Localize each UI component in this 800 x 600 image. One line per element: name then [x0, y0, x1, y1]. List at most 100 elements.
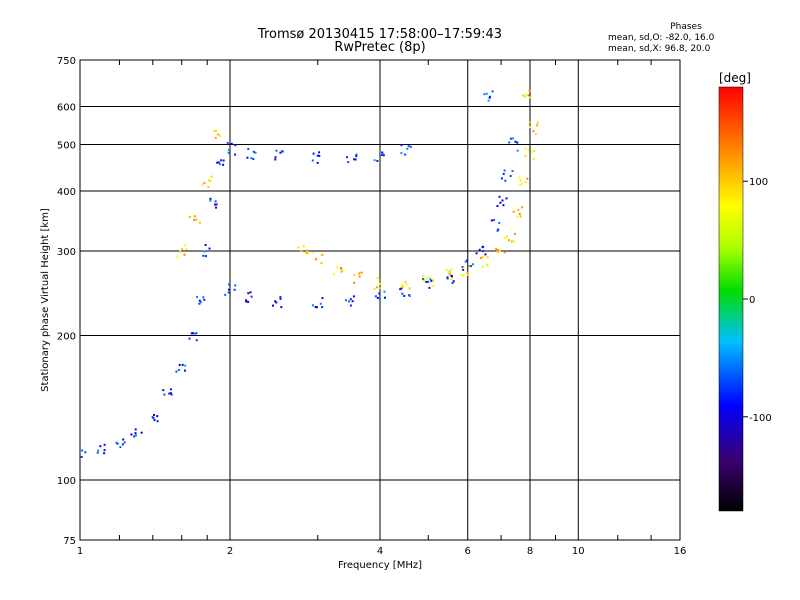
data-point — [425, 280, 428, 283]
data-point — [184, 369, 186, 372]
data-point — [216, 133, 219, 136]
data-point — [496, 205, 499, 207]
data-point — [532, 158, 535, 161]
data-point — [534, 133, 537, 136]
data-point — [450, 278, 453, 281]
x-tick-label: 2 — [227, 546, 233, 557]
data-point — [485, 92, 488, 95]
colorbar-tick-label: -100 — [749, 413, 772, 424]
data-point — [483, 93, 486, 96]
data-point — [312, 152, 315, 155]
data-point — [378, 297, 381, 300]
data-point — [510, 240, 513, 243]
data-point — [103, 449, 106, 452]
data-point — [497, 249, 500, 252]
data-point — [193, 332, 196, 335]
data-point — [451, 275, 453, 278]
data-point — [427, 280, 429, 283]
data-point — [353, 158, 356, 161]
data-point — [536, 121, 539, 124]
data-point — [450, 268, 452, 271]
data-point — [222, 159, 225, 162]
data-point — [422, 275, 425, 278]
data-point — [422, 278, 425, 281]
y-axis-label: Stationary phase Virtual Height [km] — [40, 208, 51, 392]
data-point — [220, 159, 222, 162]
data-point — [500, 177, 503, 180]
data-point — [227, 151, 230, 154]
data-point — [203, 298, 206, 301]
data-point — [532, 130, 535, 133]
plot-frame — [79, 59, 681, 541]
data-point — [226, 142, 229, 145]
data-point — [349, 298, 352, 301]
data-point — [97, 449, 100, 452]
data-point — [177, 369, 180, 371]
data-point — [234, 144, 237, 147]
data-point — [134, 434, 137, 437]
data-point — [358, 275, 361, 278]
data-point — [340, 270, 343, 273]
data-point — [400, 287, 403, 290]
data-point — [346, 156, 348, 159]
data-point — [383, 290, 386, 293]
data-point — [446, 276, 449, 279]
phase-box-line2: mean, sd,X: 96.8, 20.0 — [608, 44, 711, 54]
data-point — [224, 293, 227, 296]
data-point — [401, 292, 404, 295]
data-point — [353, 281, 356, 284]
data-point — [487, 99, 490, 102]
data-point — [404, 280, 407, 283]
data-point — [198, 221, 201, 224]
data-point — [509, 175, 512, 177]
data-point — [121, 443, 124, 446]
y-tick-label: 500 — [57, 141, 76, 152]
data-point — [502, 172, 505, 175]
data-point — [511, 170, 514, 172]
data-point — [405, 283, 408, 286]
data-point — [529, 126, 532, 129]
data-point — [482, 245, 485, 248]
data-point — [519, 215, 522, 218]
colorbar-ticks: 100 0 -100 — [743, 177, 772, 424]
data-point — [512, 210, 515, 213]
data-point — [279, 297, 282, 300]
data-point — [381, 151, 384, 154]
data-point — [314, 306, 317, 308]
data-point — [431, 285, 434, 288]
data-point — [379, 282, 382, 285]
data-point — [119, 446, 122, 449]
data-point — [466, 271, 469, 274]
data-point — [408, 295, 411, 297]
data-point — [320, 262, 323, 264]
data-point — [506, 235, 508, 238]
data-point — [376, 277, 379, 280]
data-point — [428, 286, 431, 289]
data-point — [520, 206, 523, 209]
data-point — [209, 199, 212, 202]
data-point — [216, 161, 219, 164]
data-point — [316, 306, 318, 309]
data-point — [466, 274, 469, 276]
x-tick-label: 16 — [674, 546, 687, 557]
data-point — [152, 417, 155, 420]
data-point — [488, 95, 491, 98]
data-point — [247, 300, 250, 303]
data-point — [195, 332, 198, 335]
data-point — [210, 175, 213, 178]
data-point — [274, 300, 277, 303]
data-point — [358, 272, 361, 275]
data-point — [162, 389, 165, 392]
data-point — [519, 183, 522, 186]
data-point — [280, 150, 283, 153]
data-point — [374, 295, 377, 298]
x-axis-label: Frequency [MHz] — [338, 560, 422, 571]
data-point — [509, 137, 512, 140]
data-point — [215, 203, 218, 206]
data-point — [208, 247, 211, 250]
data-point — [217, 161, 220, 164]
y-tick-label: 100 — [57, 476, 76, 487]
data-point — [462, 274, 465, 277]
data-point — [196, 296, 198, 298]
data-point — [214, 129, 217, 132]
